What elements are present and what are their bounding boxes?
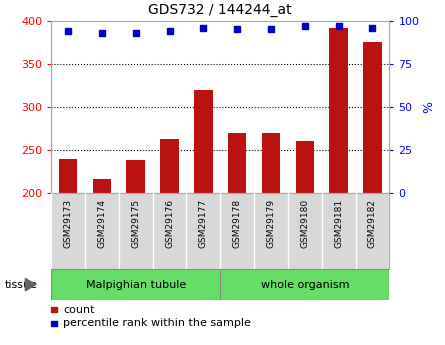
Text: tissue: tissue xyxy=(4,280,37,289)
Text: GSM29175: GSM29175 xyxy=(131,199,140,248)
Bar xyxy=(228,133,247,193)
Text: Malpighian tubule: Malpighian tubule xyxy=(85,280,186,289)
Text: GSM29178: GSM29178 xyxy=(233,199,242,248)
Text: GSM29174: GSM29174 xyxy=(97,199,106,248)
Bar xyxy=(295,141,314,193)
Bar xyxy=(59,159,77,193)
Text: GSM29176: GSM29176 xyxy=(165,199,174,248)
Text: GSM29181: GSM29181 xyxy=(334,199,343,248)
Text: GSM29179: GSM29179 xyxy=(267,199,275,248)
Bar xyxy=(51,269,220,300)
Bar xyxy=(194,90,213,193)
Text: GSM29173: GSM29173 xyxy=(64,199,73,248)
Bar xyxy=(93,179,111,193)
Bar xyxy=(262,133,280,193)
Bar xyxy=(160,139,179,193)
Bar xyxy=(220,269,389,300)
Bar xyxy=(126,160,145,193)
Bar xyxy=(329,28,348,193)
Text: percentile rank within the sample: percentile rank within the sample xyxy=(63,318,251,328)
Text: GSM29180: GSM29180 xyxy=(300,199,309,248)
Text: GSM29177: GSM29177 xyxy=(199,199,208,248)
Bar xyxy=(363,42,382,193)
Text: count: count xyxy=(63,305,95,315)
Text: whole organism: whole organism xyxy=(261,280,349,289)
Y-axis label: %: % xyxy=(422,101,435,113)
Title: GDS732 / 144244_at: GDS732 / 144244_at xyxy=(149,3,292,17)
Text: GSM29182: GSM29182 xyxy=(368,199,377,248)
